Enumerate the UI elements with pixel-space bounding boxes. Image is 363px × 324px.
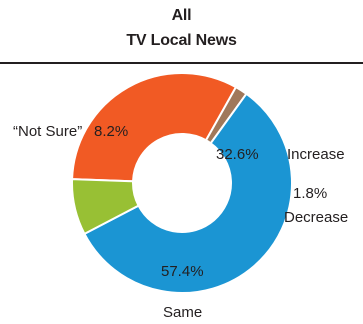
category-label-same: Same <box>163 304 202 321</box>
slice-value-label-decrease: 1.8% <box>293 185 327 202</box>
donut-slices <box>71 72 293 294</box>
slice-not-sure <box>71 178 140 236</box>
slice-value-label-increase: 32.6% <box>216 146 259 163</box>
slice-increase <box>71 72 238 183</box>
chart-header: All TV Local News <box>0 0 363 62</box>
category-label-not-sure: “Not Sure” <box>13 123 82 140</box>
slice-value-label-same: 57.4% <box>161 263 204 280</box>
chart-title-line-1: All <box>171 7 192 24</box>
chart-title-line-2: TV Local News <box>126 32 237 49</box>
header-divider <box>0 62 363 64</box>
category-label-decrease: Decrease <box>284 209 348 226</box>
category-label-increase: Increase <box>287 146 345 163</box>
slice-value-label-not-sure: 8.2% <box>94 123 128 140</box>
slice-same <box>83 92 293 294</box>
